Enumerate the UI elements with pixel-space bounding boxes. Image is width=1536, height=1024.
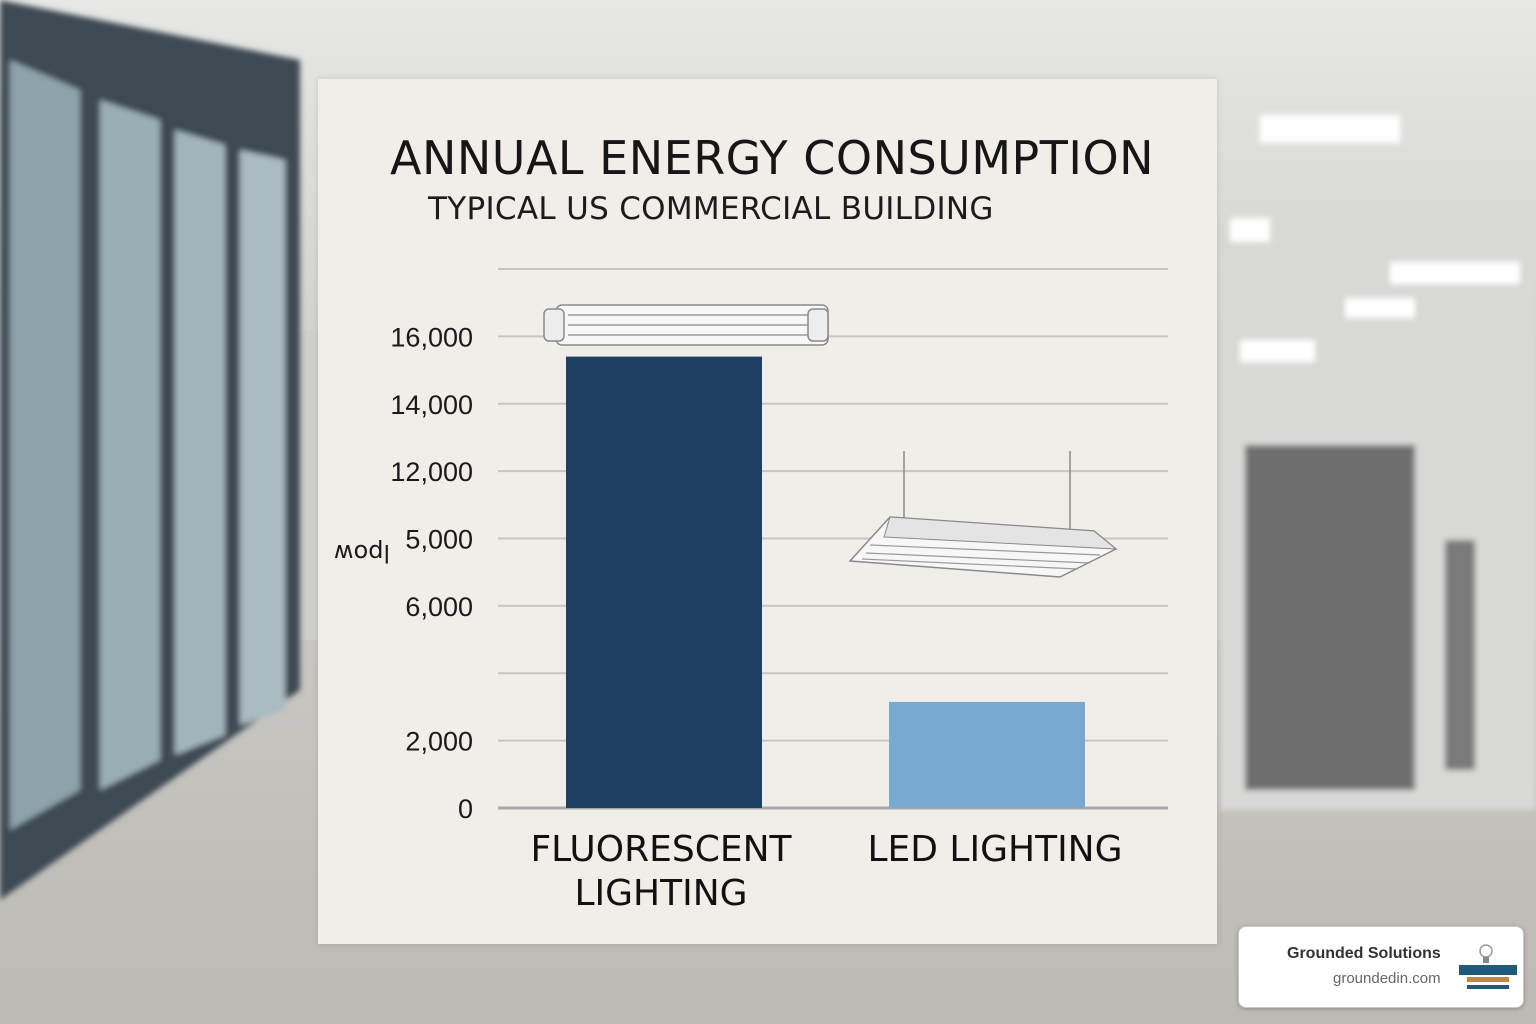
led-panel-icon bbox=[848, 451, 1118, 578]
y-tick-label: 14,000 bbox=[390, 390, 473, 420]
chart-subtitle: TYPICAL US COMMERCIAL BUILDING bbox=[428, 191, 994, 227]
y-tick-label: 5,000 bbox=[405, 525, 473, 555]
brand-name: Grounded Solutions bbox=[1287, 945, 1441, 962]
bar-led bbox=[889, 701, 1085, 808]
x-category-label: LED LIGHTING bbox=[867, 829, 1122, 870]
y-axis-label: lpow bbox=[334, 539, 390, 567]
bar-chart: 0 2,000 6,000 5,000 12,000 14,000 16,000 FLUOR… bbox=[334, 268, 1168, 914]
fluorescent-tube-icon bbox=[543, 304, 829, 346]
x-category-label: LIGHTING bbox=[574, 873, 747, 914]
x-category-label: FLUORESCENT bbox=[530, 829, 792, 870]
chart-card: ANNUAL ENERGY CONSUMPTION TYPICAL US COM… bbox=[318, 79, 1217, 944]
y-tick-label: 6,000 bbox=[405, 592, 473, 622]
brand-url: groundedin.com bbox=[1333, 970, 1441, 987]
y-tick-label: 0 bbox=[458, 794, 473, 824]
brand-badge: Grounded Solutions groundedin.com bbox=[1238, 926, 1524, 1008]
y-tick-label: 16,000 bbox=[390, 322, 473, 352]
y-tick-label: 12,000 bbox=[390, 457, 473, 487]
chart-title: ANNUAL ENERGY CONSUMPTION bbox=[390, 131, 1155, 185]
y-tick-label: 2,000 bbox=[405, 727, 473, 757]
grounded-contracting-logo bbox=[1459, 944, 1517, 989]
bar-fluorescent bbox=[566, 356, 762, 808]
